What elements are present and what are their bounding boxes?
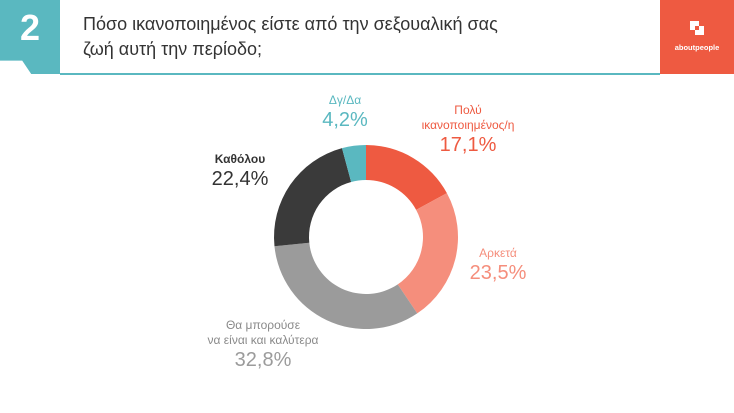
brand-logo-icon — [690, 21, 704, 35]
title-line-1: Πόσο ικανοποιημένος είστε από την σεξουα… — [83, 14, 498, 34]
donut-slice-4 — [274, 148, 352, 247]
brand-logo: aboutpeople — [660, 0, 734, 74]
slice-name-3-1: Θα μπορούσε — [225, 318, 301, 332]
slice-label-3: Θα μπορούσε να είναι και καλύτερα 32,8% — [163, 318, 363, 372]
header-divider — [60, 73, 660, 75]
donut-slice-5 — [342, 145, 366, 182]
title-line-2: ζωή αυτή την περίοδο; — [83, 39, 263, 59]
slice-name-1-2: ικανοποιημένος/η — [421, 118, 515, 132]
slice-value-5: 4,2% — [322, 109, 368, 131]
slice-label-2: Αρκετά 23,5% — [398, 246, 598, 285]
slice-label-4: Καθόλου 22,4% — [140, 152, 340, 191]
donut-slice-1 — [366, 145, 447, 210]
slice-value-3: 32,8% — [234, 349, 292, 371]
page-title: Πόσο ικανοποιημένος είστε από την σεξουα… — [83, 12, 623, 62]
slice-name-4-1: Καθόλου — [214, 152, 266, 166]
slice-name-5-1: Δγ/Δα — [328, 93, 362, 107]
brand-name: aboutpeople — [674, 43, 720, 52]
slice-value-2: 23,5% — [469, 262, 527, 284]
donut-slice-2 — [397, 193, 458, 314]
slice-label-1: Πολύ ικανοποιημένος/η 17,1% — [368, 103, 568, 157]
slice-name-1-1: Πολύ — [454, 103, 482, 117]
slice-label-5: Δγ/Δα 4,2% — [245, 93, 445, 132]
slice-value-4: 22,4% — [211, 168, 269, 190]
donut-slice-3 — [274, 242, 418, 329]
question-number: 2 — [19, 7, 41, 48]
slice-value-1: 17,1% — [439, 134, 497, 156]
slice-name-2-1: Αρκετά — [479, 246, 517, 260]
slice-name-3-2: να είναι και καλύτερα — [207, 333, 319, 347]
